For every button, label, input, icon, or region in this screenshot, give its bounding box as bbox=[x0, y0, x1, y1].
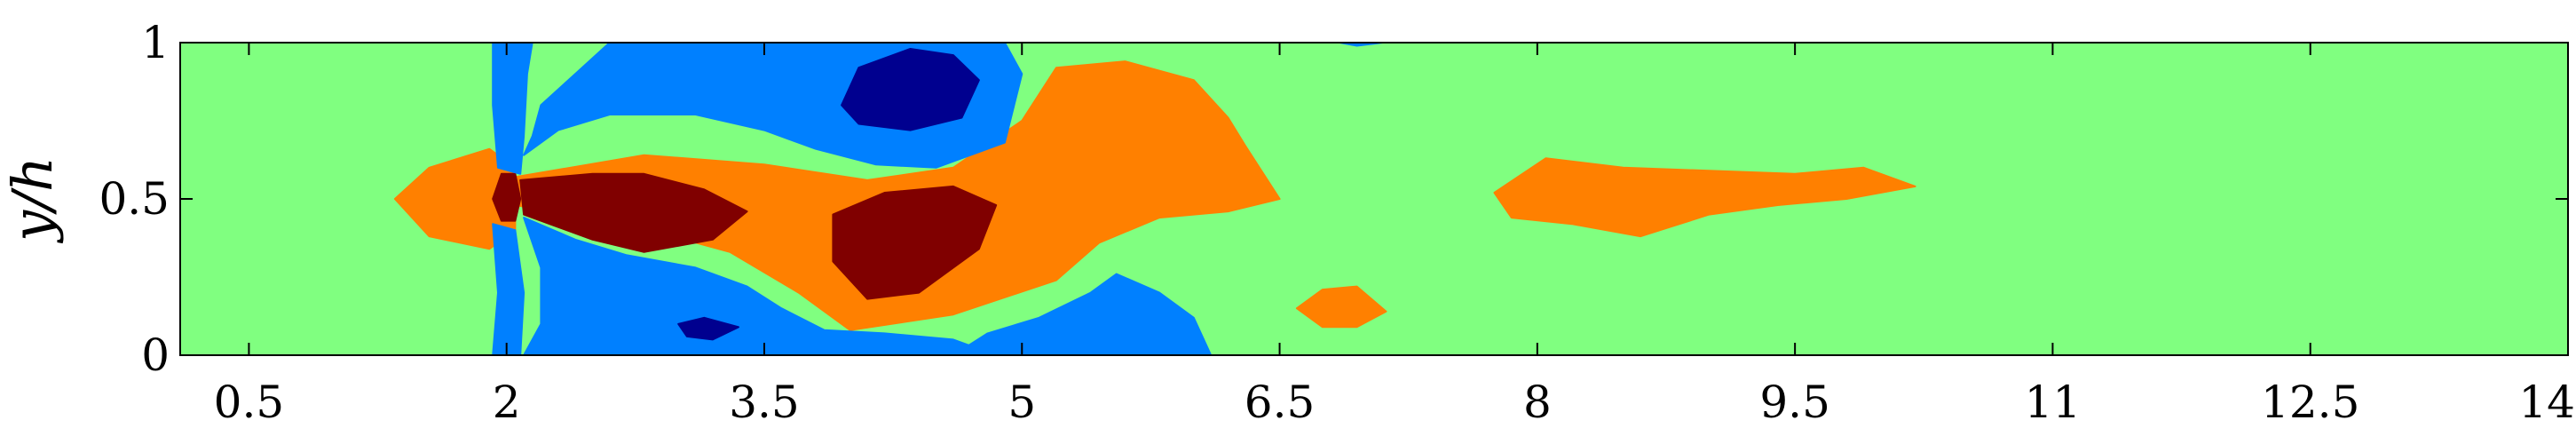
x-axis: 0.5 2 3.5 5 6.5 8 9.5 11 12.5 14 bbox=[214, 43, 2575, 428]
x-tick-label: 6.5 bbox=[1245, 377, 1316, 428]
x-tick-label: 8 bbox=[1523, 377, 1552, 428]
contour-region-strong-negative bbox=[841, 48, 980, 131]
contour-region-negative bbox=[492, 223, 525, 355]
x-tick-label: 3.5 bbox=[729, 377, 800, 428]
contour-region-strong-positive bbox=[492, 172, 522, 222]
contour-region-positive bbox=[1493, 157, 1916, 238]
y-tick-label: 0 bbox=[141, 329, 170, 381]
contour-region-negative bbox=[523, 217, 998, 355]
contour-region-strong-positive bbox=[832, 185, 998, 300]
y-axis: 00.51 bbox=[99, 17, 2568, 381]
x-tick-label: 2 bbox=[493, 377, 521, 428]
contour-region-strong-positive bbox=[519, 172, 748, 253]
x-tick-label: 9.5 bbox=[1759, 377, 1830, 428]
x-tick-label: 14 bbox=[2518, 377, 2575, 428]
contour-region-positive bbox=[1295, 285, 1387, 329]
x-tick-label: 0.5 bbox=[214, 377, 285, 428]
y-tick-label: 0.5 bbox=[99, 173, 170, 225]
contour-region-strong-negative bbox=[677, 316, 739, 341]
y-tick-label: 1 bbox=[141, 17, 170, 68]
x-tick-label: 12.5 bbox=[2261, 377, 2359, 428]
contour-region-negative bbox=[492, 43, 533, 175]
x-tick-label: 5 bbox=[1007, 377, 1036, 428]
x-tick-label: 11 bbox=[2025, 377, 2082, 428]
contour-region-negative bbox=[952, 273, 1213, 355]
contour-regions bbox=[393, 43, 1916, 355]
y-axis-label: y/h bbox=[0, 156, 65, 244]
